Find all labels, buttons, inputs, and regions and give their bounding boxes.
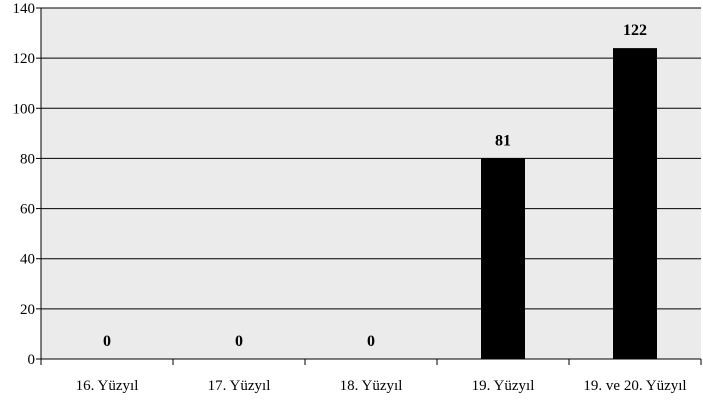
- y-tick-label: 40: [20, 252, 35, 268]
- plot-area: [41, 8, 701, 359]
- y-tick-label: 20: [20, 302, 35, 318]
- x-tick-label: 19. Yüzyıl: [472, 378, 535, 394]
- y-tick-label: 120: [13, 51, 36, 67]
- bar-value-label: 0: [235, 333, 243, 350]
- bar-value-label: 0: [103, 333, 111, 350]
- y-tick-label: 80: [20, 151, 35, 167]
- y-axis-ticks: 0 20 40 60 80 100 120 140: [13, 1, 41, 368]
- bars: [481, 48, 657, 359]
- bar: [481, 158, 525, 359]
- y-tick-label: 100: [13, 101, 36, 117]
- x-axis-ticks: 16. Yüzyıl 17. Yüzyıl 18. Yüzyıl 19. Yüzyıl…: [40, 359, 702, 394]
- gridlines: [41, 7, 701, 310]
- y-tick-label: 140: [13, 1, 36, 17]
- x-tick-label: 17. Yüzyıl: [208, 378, 271, 394]
- y-tick-label: 60: [20, 202, 35, 218]
- bar-value-label: 122: [623, 22, 647, 39]
- axes: [40, 8, 701, 360]
- bar-value-label: 0: [367, 333, 375, 350]
- bar-value-label: 81: [495, 132, 511, 149]
- data-labels: 0 0 0 81 122: [103, 22, 647, 350]
- x-tick-label: 19. ve 20. Yüzyıl: [583, 378, 686, 394]
- x-tick-label: 18. Yüzyıl: [340, 378, 403, 394]
- y-tick-label: 0: [28, 352, 36, 368]
- x-tick-label: 16. Yüzyıl: [76, 378, 139, 394]
- bar: [613, 48, 657, 359]
